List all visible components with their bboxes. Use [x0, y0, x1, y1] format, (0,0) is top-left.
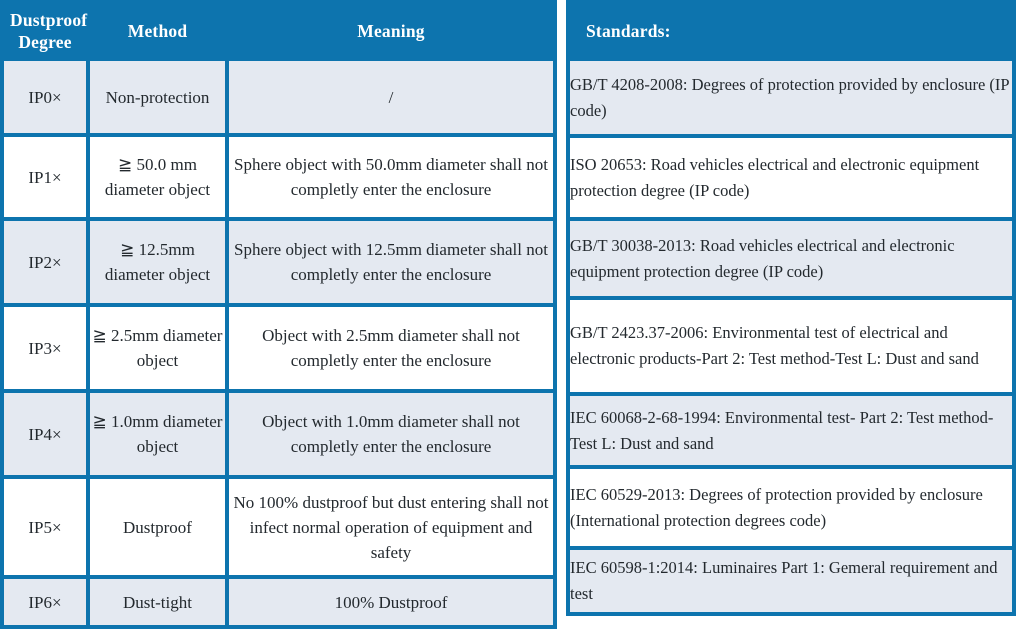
cell-meaning: Sphere object with 12.5mm diameter shall…: [229, 217, 557, 303]
column-header-dustproof-degree: Dustproof Degree: [0, 0, 90, 57]
table-row: IP3× ≧ 2.5mm diameter object Object with…: [0, 303, 557, 389]
cell-method: Dustproof: [90, 475, 229, 575]
standard-entry: GB/T 4208-2008: Degrees of protection pr…: [566, 57, 1016, 134]
list-item: GB/T 30038-2013: Road vehicles electrica…: [566, 217, 1016, 296]
cell-degree: IP5×: [0, 475, 90, 575]
cell-meaning: /: [229, 57, 557, 133]
standard-entry: ISO 20653: Road vehicles electrical and …: [566, 134, 1016, 217]
dustproof-degree-table: Dustproof Degree Method Meaning IP0× Non…: [0, 0, 557, 629]
cell-method: ≧ 1.0mm diameter object: [90, 389, 229, 475]
table-row: IP2× ≧ 12.5mm diameter object Sphere obj…: [0, 217, 557, 303]
standards-table: Standards: GB/T 4208-2008: Degrees of pr…: [566, 0, 1016, 616]
list-item: ISO 20653: Road vehicles electrical and …: [566, 134, 1016, 217]
table-row: IP0× Non-protection /: [0, 57, 557, 133]
column-header-method: Method: [90, 0, 229, 57]
cell-meaning: Object with 1.0mm diameter shall not com…: [229, 389, 557, 475]
table-header-row: Standards:: [566, 0, 1016, 57]
list-item: IEC 60068-2-68-1994: Environmental test-…: [566, 392, 1016, 465]
table-row: IP4× ≧ 1.0mm diameter object Object with…: [0, 389, 557, 475]
cell-degree: IP1×: [0, 133, 90, 217]
standard-entry: GB/T 30038-2013: Road vehicles electrica…: [566, 217, 1016, 296]
list-item: IEC 60598-1:2014: Luminaires Part 1: Gem…: [566, 546, 1016, 616]
table-row: IP5× Dustproof No 100% dustproof but dus…: [0, 475, 557, 575]
cell-degree: IP0×: [0, 57, 90, 133]
standard-entry: IEC 60529-2013: Degrees of protection pr…: [566, 465, 1016, 546]
cell-method: ≧ 12.5mm diameter object: [90, 217, 229, 303]
standard-entry: GB/T 2423.37-2006: Environmental test of…: [566, 296, 1016, 392]
standard-entry: IEC 60598-1:2014: Luminaires Part 1: Gem…: [566, 546, 1016, 616]
cell-method: ≧ 2.5mm diameter object: [90, 303, 229, 389]
column-header-standards: Standards:: [566, 0, 1016, 57]
cell-method: ≧ 50.0 mm diameter object: [90, 133, 229, 217]
cell-degree: IP6×: [0, 575, 90, 629]
cell-meaning: Sphere object with 50.0mm diameter shall…: [229, 133, 557, 217]
cell-meaning: Object with 2.5mm diameter shall not com…: [229, 303, 557, 389]
table-header-row: Dustproof Degree Method Meaning: [0, 0, 557, 57]
list-item: GB/T 2423.37-2006: Environmental test of…: [566, 296, 1016, 392]
column-header-meaning: Meaning: [229, 0, 557, 57]
cell-degree: IP3×: [0, 303, 90, 389]
table-row: IP6× Dust-tight 100% Dustproof: [0, 575, 557, 629]
list-item: IEC 60529-2013: Degrees of protection pr…: [566, 465, 1016, 546]
standard-entry: IEC 60068-2-68-1994: Environmental test-…: [566, 392, 1016, 465]
cell-meaning: 100% Dustproof: [229, 575, 557, 629]
list-item: GB/T 4208-2008: Degrees of protection pr…: [566, 57, 1016, 134]
table-row: IP1× ≧ 50.0 mm diameter object Sphere ob…: [0, 133, 557, 217]
cell-degree: IP2×: [0, 217, 90, 303]
cell-meaning: No 100% dustproof but dust entering shal…: [229, 475, 557, 575]
cell-method: Dust-tight: [90, 575, 229, 629]
cell-degree: IP4×: [0, 389, 90, 475]
cell-method: Non-protection: [90, 57, 229, 133]
